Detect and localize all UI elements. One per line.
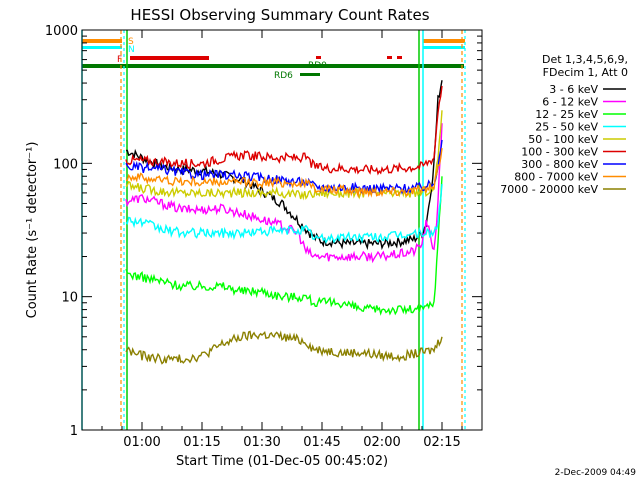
x-tick-label: 01:15: [183, 435, 220, 450]
series-layer: [125, 80, 443, 365]
legend-label-25-50-kev: 25 - 50 keV: [535, 121, 598, 134]
plot-timestamp: 2-Dec-2009 04:49: [555, 468, 637, 478]
legend-label-50-100-kev: 50 - 100 keV: [528, 133, 598, 146]
legend-label-3-6-kev: 3 - 6 keV: [549, 83, 598, 96]
s-flag-bar-right: [423, 39, 465, 43]
legend: Det 1,3,4,5,6,9, FDecim 1, Att 0 3 - 6 k…: [500, 53, 628, 196]
x-tick-label: 01:00: [123, 435, 160, 450]
y-tick-label: 100: [53, 157, 78, 172]
f-flag-bar: [130, 56, 209, 60]
legend-header-line-2: FDecim 1, Att 0: [543, 66, 628, 79]
y-tick-label: 1000: [45, 24, 78, 39]
series-line-100-300-kev: [125, 85, 443, 176]
series-line-12-25-kev: [125, 176, 443, 316]
f-flag-label: F: [117, 55, 122, 65]
legend-label-300-800-kev: 300 - 800 keV: [521, 158, 598, 171]
s-flag-bar-left: [82, 39, 122, 43]
f-flag-tick-3: [397, 56, 402, 59]
x-tick-label: 01:30: [243, 435, 280, 450]
plot-frame: [81, 29, 483, 431]
ticks-layer: 01:00 01:15 01:30 01:45 02:00 02:15 1 10 100 1000: [45, 24, 482, 450]
f-flag-tick-1: [316, 56, 321, 59]
x-tick-label: 01:45: [303, 435, 340, 450]
series-line-3-6-kev: [126, 80, 443, 251]
y-axis-label: Count Rate (s⁻¹ detector⁻¹): [25, 142, 40, 319]
n-flag-bar-right: [423, 46, 465, 49]
y-tick-label: 10: [61, 291, 78, 306]
legend-header-line-1: Det 1,3,4,5,6,9,: [542, 53, 628, 66]
series-line-7000-20000-kev: [125, 330, 443, 365]
series-line-25-50-kev: [125, 183, 443, 244]
y-tick-label: 1: [70, 424, 78, 439]
legend-label-12-25-kev: 12 - 25 keV: [535, 108, 598, 121]
s-flag-label: S: [128, 37, 134, 47]
f-flag-tick-2: [387, 56, 392, 59]
legend-label-100-300-kev: 100 - 300 keV: [521, 146, 598, 159]
legend-label-6-12-kev: 6 - 12 keV: [542, 96, 598, 109]
rd0-flag-bar: [82, 64, 464, 68]
x-tick-label: 02:15: [423, 435, 460, 450]
series-line-800-7000-kev: [125, 148, 443, 199]
n-flag-label: N: [128, 45, 135, 55]
flag-bars: S N F RD0 RD6: [82, 37, 465, 81]
x-axis-label: Start Time (01-Dec-05 00:45:02): [176, 454, 388, 469]
legend-label-7000-20000-kev: 7000 - 20000 keV: [500, 183, 598, 196]
rd6-flag-bar: [300, 73, 320, 76]
legend-label-800-7000-kev: 800 - 7000 keV: [514, 171, 598, 184]
x-tick-label: 02:00: [363, 435, 400, 450]
chart-title: HESSI Observing Summary Count Rates: [130, 6, 429, 24]
rd6-flag-label: RD6: [274, 71, 293, 81]
series-line-300-800-kev: [125, 139, 443, 195]
rd0-flag-label: RD0: [308, 61, 327, 71]
n-flag-bar-left: [82, 46, 122, 49]
